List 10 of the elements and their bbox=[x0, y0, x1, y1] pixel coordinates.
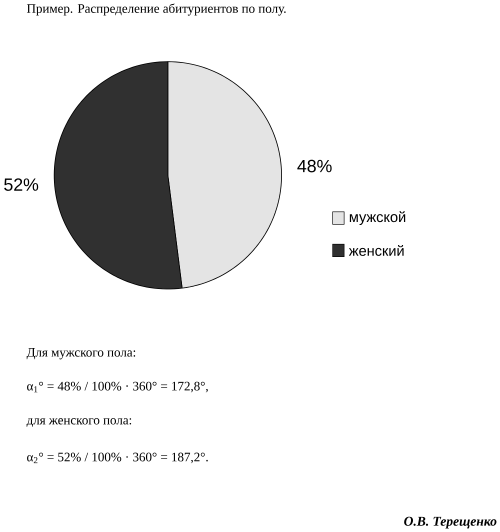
chart-title: Пример. Распределение абитуриентов по полу. bbox=[26, 3, 286, 16]
text: α$_{1}$° = 48% / 100% · 360° = 172,8°, bbox=[26, 382, 208, 392]
text: для женского пола: bbox=[26, 418, 131, 427]
legend-label: женский bbox=[348, 244, 404, 256]
data-label: 48% bbox=[297, 160, 332, 172]
text: О.В. Терещенко bbox=[404, 516, 496, 529]
legend-label: мужской bbox=[350, 211, 406, 225]
data-label: 52% bbox=[4, 178, 38, 191]
text: α$_{2}$° = 52% / 100% · 360° = 187,2°. bbox=[26, 452, 208, 464]
text: Для мужского пола: bbox=[26, 348, 135, 360]
